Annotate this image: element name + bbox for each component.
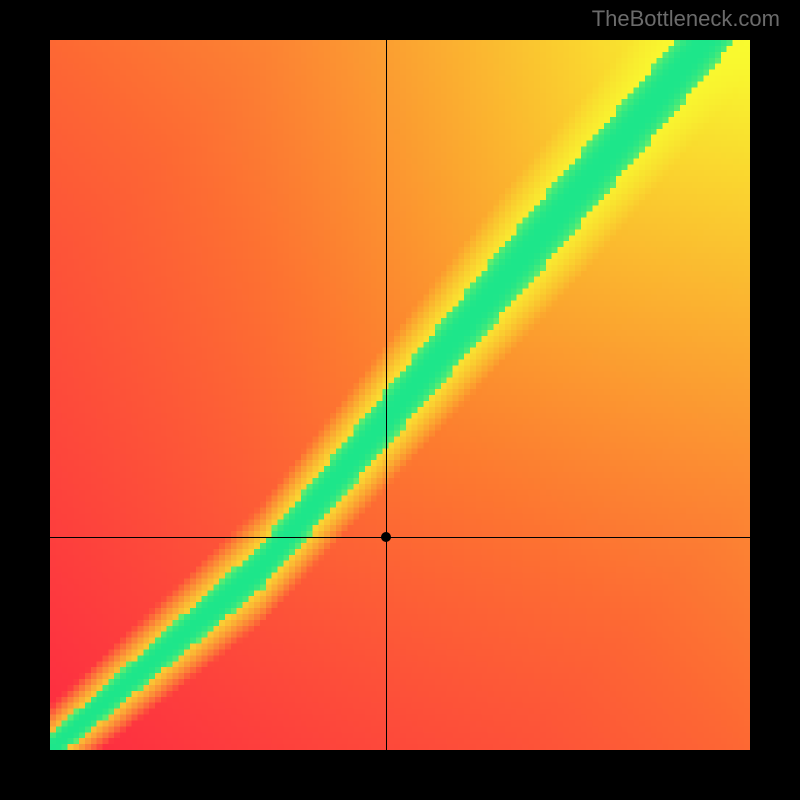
heatmap-canvas (50, 40, 750, 750)
crosshair-vertical (386, 40, 387, 750)
heatmap-plot (50, 40, 750, 750)
crosshair-horizontal (50, 537, 750, 538)
attribution-text: TheBottleneck.com (592, 6, 780, 32)
chart-container: TheBottleneck.com (0, 0, 800, 800)
data-point-marker (381, 532, 391, 542)
